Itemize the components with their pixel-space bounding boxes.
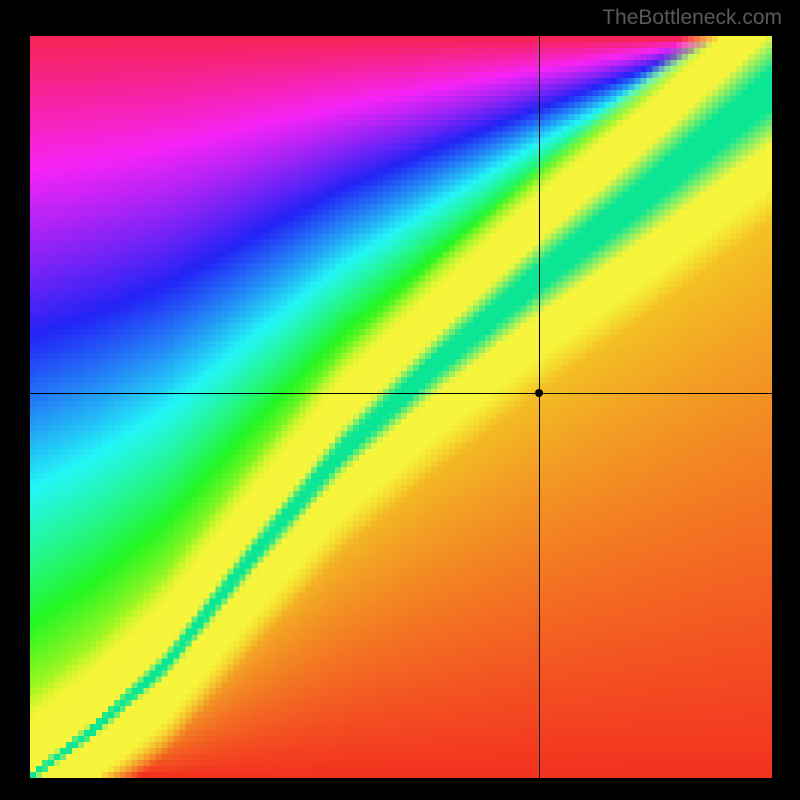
crosshair-vertical (539, 36, 540, 778)
crosshair-marker (535, 389, 543, 397)
crosshair-horizontal (30, 393, 772, 394)
watermark-text: TheBottleneck.com (602, 6, 782, 30)
plot-area (30, 36, 772, 778)
heatmap-canvas (30, 36, 772, 778)
chart-container: TheBottleneck.com (0, 0, 800, 800)
